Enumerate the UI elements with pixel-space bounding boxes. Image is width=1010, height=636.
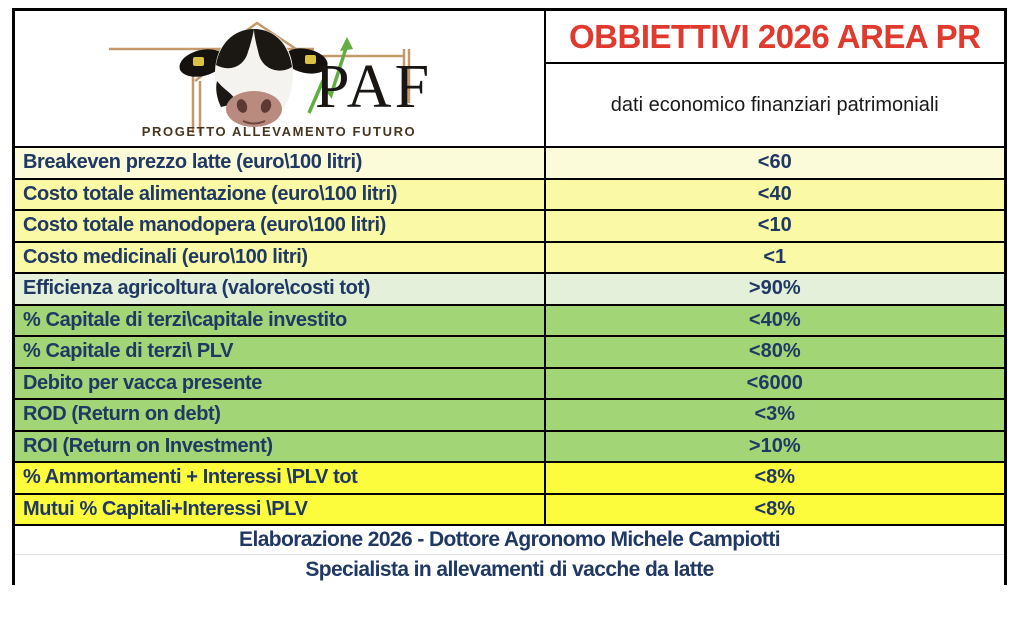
metric-label: Costo medicinali (euro\100 litri) (12, 240, 546, 274)
metric-label: % Ammortamenti + Interessi \PLV tot (12, 461, 546, 495)
table-row: % Capitale di terzi\ PLV <80% (12, 335, 1007, 369)
footer-specialty: Specialista in allevamenti di vacche da … (13, 554, 1006, 585)
table-row: Breakeven prezzo latte (euro\100 litri) … (12, 146, 1007, 180)
paf-logo-graphic: PAF PROGETTO ALLEVAMENTO FUTURO (109, 21, 432, 139)
metric-value: <1 (543, 240, 1007, 274)
metric-label: ROI (Return on Investment) (12, 429, 546, 463)
table-row: Costo medicinali (euro\100 litri) <1 (12, 240, 1007, 274)
metric-label: Debito per vacca presente (12, 366, 546, 400)
page-title: OBBIETTIVI 2026 AREA PR (543, 8, 1007, 65)
logo-cell: PAF PROGETTO ALLEVAMENTO FUTURO (12, 8, 546, 148)
logo-tagline: PROGETTO ALLEVAMENTO FUTURO (142, 124, 417, 139)
metric-label: Mutui % Capitali+Interessi \PLV (12, 492, 546, 526)
table-row: % Capitale di terzi\capitale investito <… (12, 303, 1007, 337)
table-row: % Ammortamenti + Interessi \PLV tot <8% (12, 461, 1007, 495)
metric-label: Costo totale manodopera (euro\100 litri) (12, 209, 546, 243)
table-row: Costo totale manodopera (euro\100 litri)… (12, 209, 1007, 243)
page-subtitle: dati economico finanziari patrimoniali (543, 62, 1007, 148)
paf-logo: PAF PROGETTO ALLEVAMENTO FUTURO (109, 11, 449, 141)
brand-text: PAF (315, 53, 432, 121)
table-row: Mutui % Capitali+Interessi \PLV <8% (12, 492, 1007, 526)
metric-value: >10% (543, 429, 1007, 463)
metric-value: <40 (543, 177, 1007, 211)
table-row: Costo totale alimentazione (euro\100 lit… (12, 177, 1007, 211)
metric-label: Efficienza agricoltura (valore\costi tot… (12, 272, 546, 306)
metric-label: % Capitale di terzi\ PLV (12, 335, 546, 369)
metric-value: <8% (543, 461, 1007, 495)
metric-value: <10 (543, 209, 1007, 243)
report-sheet: PAF PROGETTO ALLEVAMENTO FUTURO OBBIETTI… (12, 8, 1007, 585)
footer-credit: Elaborazione 2026 - Dottore Agronomo Mic… (13, 524, 1006, 555)
table-row: ROI (Return on Investment) >10% (12, 429, 1007, 463)
metric-label: Costo totale alimentazione (euro\100 lit… (12, 177, 546, 211)
cow-icon (179, 29, 328, 127)
metric-value: <8% (543, 492, 1007, 526)
objectives-table: PAF PROGETTO ALLEVAMENTO FUTURO OBBIETTI… (12, 8, 1007, 585)
table-row: ROD (Return on debt) <3% (12, 398, 1007, 432)
metric-value: <6000 (543, 366, 1007, 400)
metric-label: % Capitale di terzi\capitale investito (12, 303, 546, 337)
metric-value: <40% (543, 303, 1007, 337)
metric-value: <60 (543, 146, 1007, 180)
table-row: Debito per vacca presente <6000 (12, 366, 1007, 400)
metric-value: >90% (543, 272, 1007, 306)
table-row: Efficienza agricoltura (valore\costi tot… (12, 272, 1007, 306)
metric-value: <80% (543, 335, 1007, 369)
metric-label: Breakeven prezzo latte (euro\100 litri) (12, 146, 546, 180)
metric-value: <3% (543, 398, 1007, 432)
metric-label: ROD (Return on debt) (12, 398, 546, 432)
growth-arrow-icon (307, 37, 354, 114)
